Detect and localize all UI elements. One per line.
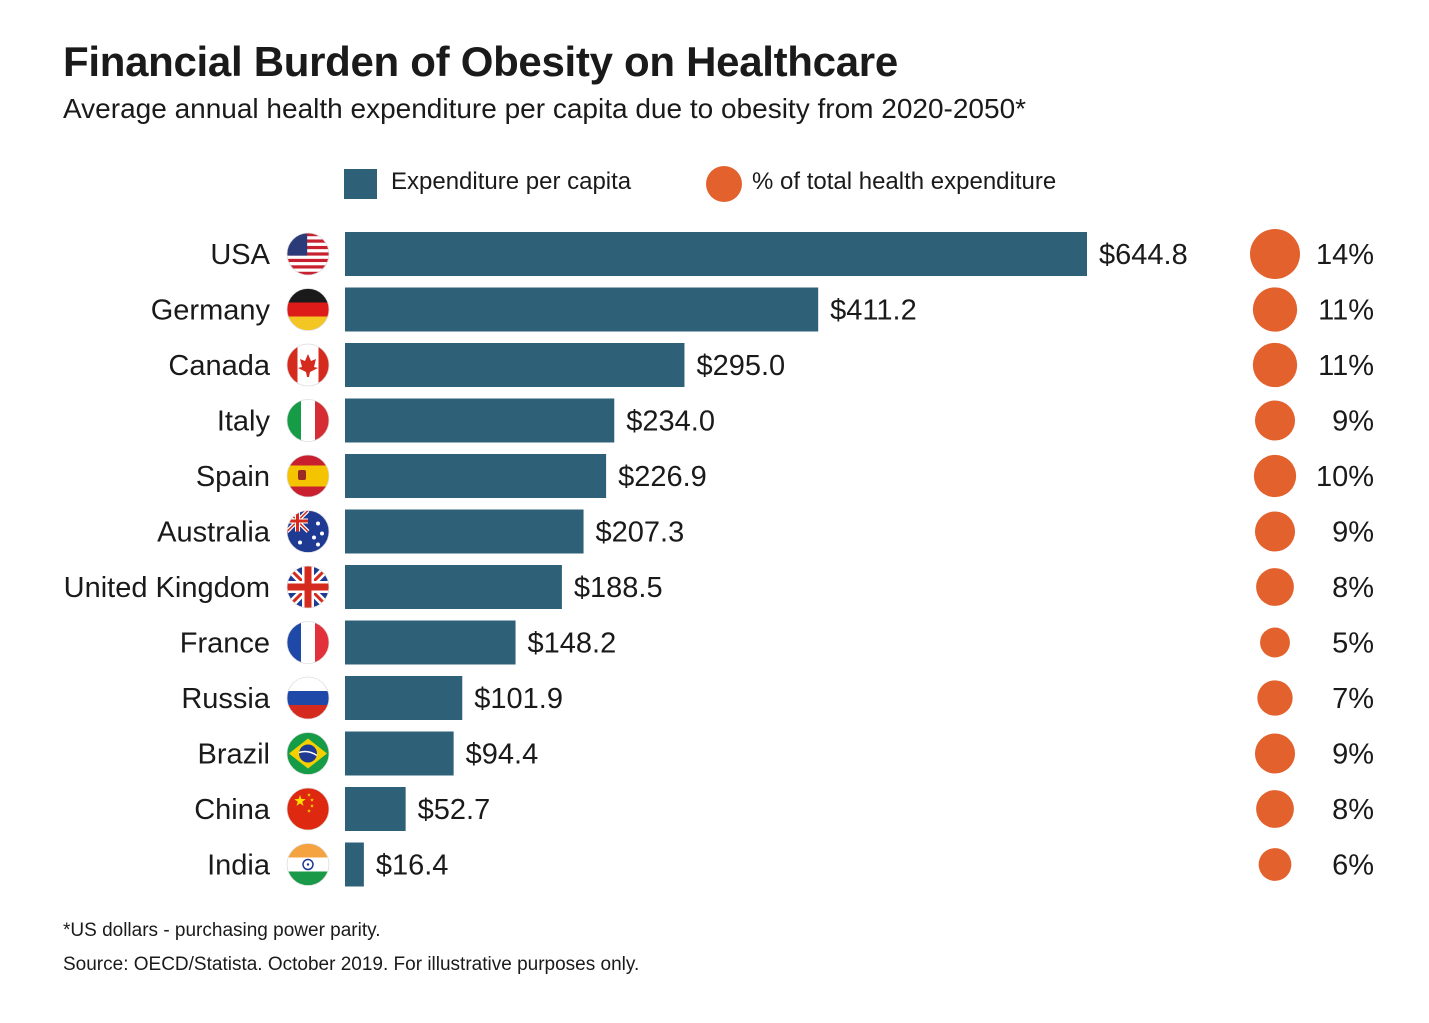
country-label: Germany (151, 295, 271, 327)
percent-value-label: 11% (1318, 350, 1374, 382)
percent-dot (1256, 790, 1294, 828)
percent-value-label: 6% (1332, 850, 1374, 882)
percent-value-label: 5% (1332, 628, 1374, 660)
legend-label-percent: % of total health expenditure (752, 168, 1057, 195)
germany-flag-icon (286, 288, 330, 331)
expenditure-value-label: $148.2 (528, 628, 617, 660)
expenditure-bar (345, 454, 607, 498)
country-label: United Kingdom (64, 572, 270, 604)
bar-row: United Kingdom $188.5 8% (64, 565, 1374, 609)
bar-row: Brazil $94.4 9% (197, 731, 1374, 776)
country-label: Australia (157, 517, 271, 549)
percent-value-label: 11% (1318, 295, 1374, 327)
italy-flag-icon (286, 399, 330, 442)
expenditure-bar (345, 565, 562, 609)
percent-dot (1257, 680, 1293, 716)
russia-flag-icon (286, 676, 330, 720)
country-label: Spain (196, 461, 270, 493)
legend-label-expenditure: Expenditure per capita (391, 168, 632, 195)
percent-dot (1258, 848, 1292, 881)
expenditure-bar (345, 343, 685, 387)
united-kingdom-flag-icon (286, 565, 330, 609)
bar-row: Canada $295.0 11% (168, 342, 1374, 388)
country-label: France (180, 628, 270, 660)
percent-value-label: 10% (1316, 461, 1374, 493)
france-flag-icon (286, 621, 330, 664)
bar-row: China $52.7 8% (194, 787, 1374, 831)
legend-bar-swatch (344, 169, 377, 199)
percent-dot (1256, 568, 1294, 606)
percent-dot (1260, 627, 1290, 658)
source-note: Source: OECD/Statista. October 2019. For… (63, 954, 640, 975)
bar-row: USA $644.8 14% (210, 229, 1374, 279)
percent-value-label: 9% (1332, 517, 1374, 549)
india-flag-icon (286, 843, 330, 886)
percent-value-label: 7% (1332, 683, 1374, 715)
expenditure-bar (345, 287, 819, 332)
expenditure-value-label: $94.4 (466, 739, 539, 771)
percent-dot (1254, 400, 1296, 441)
percent-value-label: 8% (1332, 572, 1374, 604)
bar-row: India $16.4 6% (207, 842, 1374, 887)
bar-row: Russia $101.9 7% (181, 676, 1374, 720)
usa-flag-icon (286, 232, 330, 276)
percent-value-label: 9% (1332, 406, 1374, 438)
china-flag-icon (286, 787, 330, 831)
expenditure-value-label: $207.3 (596, 517, 685, 549)
expenditure-value-label: $295.0 (696, 350, 785, 382)
percent-dot (1250, 229, 1300, 279)
expenditure-value-label: $188.5 (574, 572, 663, 604)
country-label: China (194, 794, 271, 826)
country-label: Russia (181, 683, 271, 715)
bar-row: Australia $207.3 9% (157, 509, 1374, 554)
expenditure-bar (345, 232, 1087, 276)
chart-title: Financial Burden of Obesity on Healthcar… (63, 38, 898, 85)
country-label: India (207, 850, 271, 882)
expenditure-value-label: $644.8 (1099, 239, 1188, 271)
percent-dot (1254, 733, 1296, 774)
expenditure-value-label: $16.4 (376, 850, 449, 882)
expenditure-bar (345, 398, 615, 443)
expenditure-bar (345, 787, 406, 831)
country-label: Canada (168, 350, 270, 382)
expenditure-bar (345, 842, 364, 887)
expenditure-value-label: $226.9 (618, 461, 707, 493)
country-label: Brazil (197, 739, 270, 771)
expenditure-bar (345, 676, 463, 720)
percent-dot (1253, 454, 1297, 498)
percent-value-label: 8% (1332, 794, 1374, 826)
bar-row: France $148.2 5% (180, 620, 1374, 665)
percent-dot (1252, 342, 1298, 388)
footnote: *US dollars - purchasing power parity. (63, 920, 381, 941)
bar-row: Spain $226.9 10% (196, 454, 1374, 498)
percent-dot (1252, 287, 1298, 332)
country-label: USA (210, 239, 270, 271)
chart-subtitle: Average annual health expenditure per ca… (63, 93, 1027, 124)
percent-dot (1254, 511, 1296, 552)
legend-dot-swatch (706, 166, 742, 202)
expenditure-bar (345, 731, 454, 776)
australia-flag-icon (286, 510, 330, 553)
expenditure-value-label: $411.2 (830, 295, 917, 327)
expenditure-value-label: $234.0 (626, 406, 715, 438)
brazil-flag-icon (286, 732, 330, 775)
expenditure-value-label: $101.9 (474, 683, 563, 715)
bar-row: Germany $411.2 11% (151, 287, 1374, 332)
expenditure-bar (345, 620, 516, 665)
canada-flag-icon (286, 343, 330, 387)
percent-value-label: 14% (1316, 239, 1374, 271)
expenditure-value-label: $52.7 (418, 794, 491, 826)
bar-row: Italy $234.0 9% (217, 398, 1374, 443)
expenditure-bar (345, 509, 584, 554)
percent-value-label: 9% (1332, 739, 1374, 771)
spain-flag-icon (286, 454, 330, 498)
country-label: Italy (217, 406, 271, 438)
